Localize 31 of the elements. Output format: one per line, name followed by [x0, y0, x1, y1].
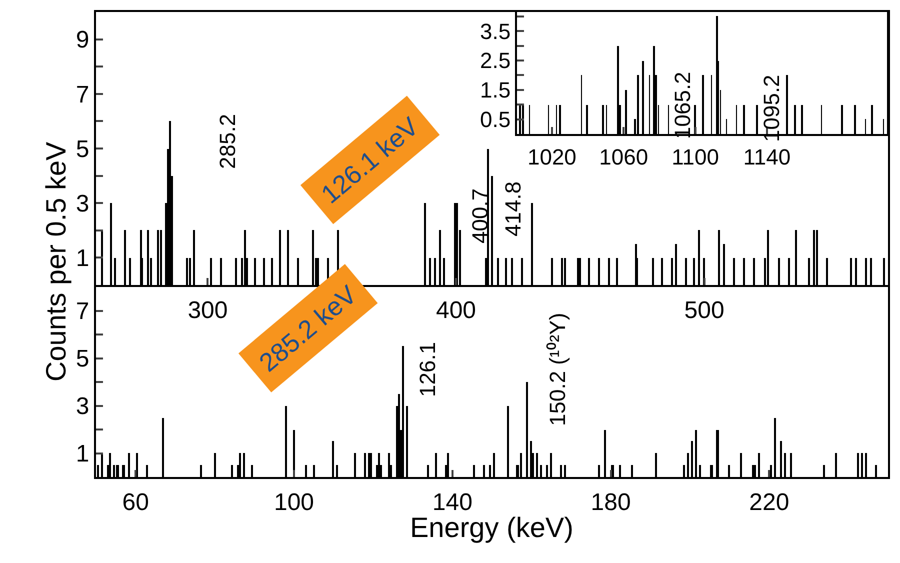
x-tick-label: 1020	[527, 144, 576, 170]
annotation: 400.7	[468, 188, 492, 244]
x-tick-label: 100	[274, 488, 314, 516]
y-tick-label: 1.5	[480, 78, 511, 103]
annotation: 414.8	[500, 181, 526, 236]
y-tick-label: 3	[76, 190, 90, 218]
x-tick-label: 60	[122, 488, 149, 516]
annotation: 126.1	[415, 342, 440, 397]
annotation: 1065.2	[670, 72, 695, 139]
x-tick-label: 500	[684, 296, 724, 324]
x-tick-label: 1060	[599, 144, 648, 170]
y-tick-label: 0.5	[480, 107, 511, 132]
x-tick-label: 1140	[743, 144, 791, 170]
y-tick-label: 2.5	[480, 48, 511, 74]
y-tick-label: 5	[76, 136, 90, 163]
y-tick-label: 3.5	[480, 18, 511, 44]
y-tick-label: 9	[76, 26, 90, 54]
x-tick-label: 1100	[672, 144, 719, 170]
y-tick-label: 1	[76, 440, 90, 468]
x-tick-label: 220	[749, 488, 790, 516]
y-axis-title: Counts per 0.5 keV	[40, 141, 72, 382]
annotation: 150.2 (¹⁰²Y)	[545, 312, 570, 426]
x-tick-label: 400	[436, 296, 476, 324]
y-tick-label: 1	[76, 245, 90, 272]
x-tick-label: 300	[188, 296, 228, 324]
y-tick-label: 5	[76, 346, 90, 373]
y-tick-label: 7	[76, 298, 90, 326]
y-tick-label: 3	[76, 393, 90, 420]
y-tick-label: 7	[76, 81, 90, 108]
x-tick-label: 180	[590, 488, 631, 516]
annotation: 285.2	[215, 114, 240, 169]
